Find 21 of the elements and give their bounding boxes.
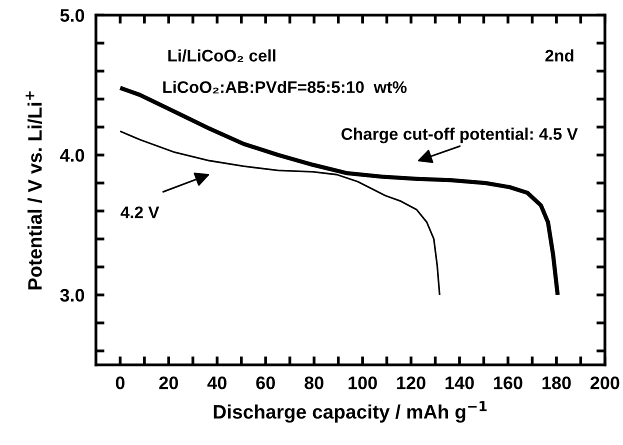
y-tick-label: 5.0 [60,9,84,22]
y-axis-title: Potential / V vs. Li/Li$^{+}$ [26,91,42,290]
x-tick-label: 80 [304,376,324,390]
annotation: LiCoO₂:AB:PVdF=85:5:10 wt% [163,80,407,94]
annotation: 2nd [545,49,574,62]
annotation: Li/LiCoO₂ cell [168,49,276,62]
x-tick-label: 100 [348,376,377,390]
annotation: Charge cut-off potential: 4.5 V [342,128,578,144]
x-tick-label: 180 [542,376,571,390]
x-tick-label: 120 [397,376,426,390]
y-tick-label: 3.0 [60,288,84,302]
x-tick-label: 40 [207,376,226,390]
x-tick-label: 140 [446,376,474,390]
y-tick-label: 4.0 [60,148,84,162]
x-tick-label: 200 [590,376,620,390]
annotation: 4.2 V [120,206,160,218]
x-tick-label: 0 [116,376,124,390]
x-tick-label: 20 [159,376,178,390]
x-axis-title: Discharge capacity / mAh g$^{−1}$ [214,401,487,423]
x-tick-label: 160 [494,376,522,390]
x-tick-label: 60 [256,376,275,390]
